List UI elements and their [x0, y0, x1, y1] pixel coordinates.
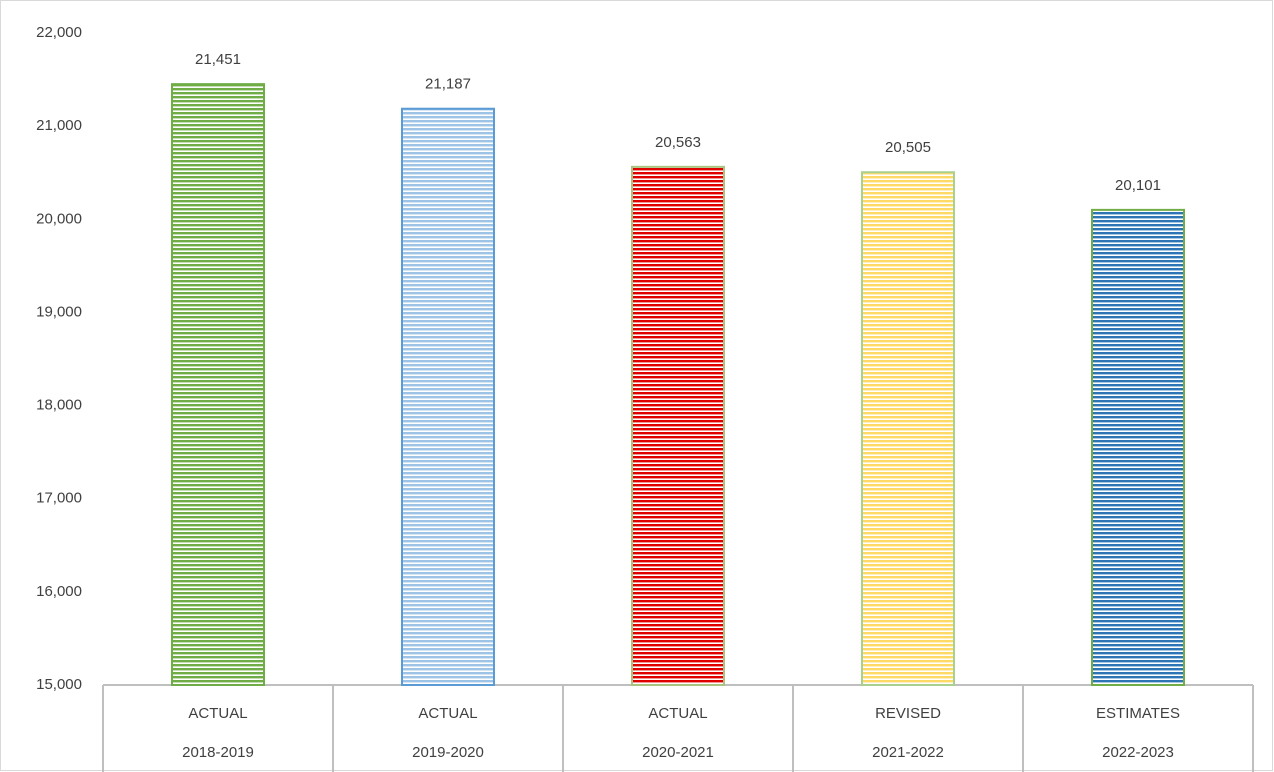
data-label: 20,101 — [1115, 177, 1161, 194]
y-tick-label: 15,000 — [36, 676, 82, 693]
bar — [401, 107, 495, 686]
data-label: 21,451 — [195, 51, 241, 68]
data-label: 21,187 — [425, 76, 471, 93]
bar — [171, 83, 265, 686]
y-tick-label: 20,000 — [36, 210, 82, 227]
x-tick-label: 2019-2020 — [412, 744, 484, 761]
y-tick-label: 22,000 — [36, 24, 82, 41]
x-tick-label: 2022-2023 — [1102, 744, 1174, 761]
y-tick-label: 19,000 — [36, 303, 82, 320]
x-tick-label: ACTUAL — [418, 705, 477, 722]
x-tick-label: 2018-2019 — [182, 744, 254, 761]
bar — [631, 165, 725, 686]
data-label: 20,563 — [655, 134, 701, 151]
y-tick-label: 21,000 — [36, 117, 82, 134]
y-tick-label: 18,000 — [36, 397, 82, 414]
x-tick-label: ACTUAL — [648, 705, 707, 722]
x-tick-label: ESTIMATES — [1096, 705, 1180, 722]
x-tick-label: 2020-2021 — [642, 744, 714, 761]
bar — [861, 171, 955, 686]
y-tick-label: 16,000 — [36, 583, 82, 600]
x-tick-label: 2021-2022 — [872, 744, 944, 761]
x-tick-label: ACTUAL — [188, 705, 247, 722]
data-label: 20,505 — [885, 139, 931, 156]
y-tick-label: 17,000 — [36, 490, 82, 507]
x-tick-label: REVISED — [875, 705, 941, 722]
bar — [1091, 208, 1185, 686]
